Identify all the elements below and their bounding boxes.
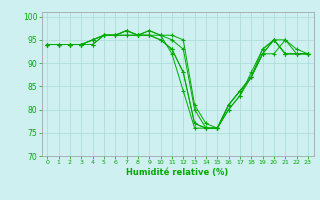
- X-axis label: Humidité relative (%): Humidité relative (%): [126, 168, 229, 177]
